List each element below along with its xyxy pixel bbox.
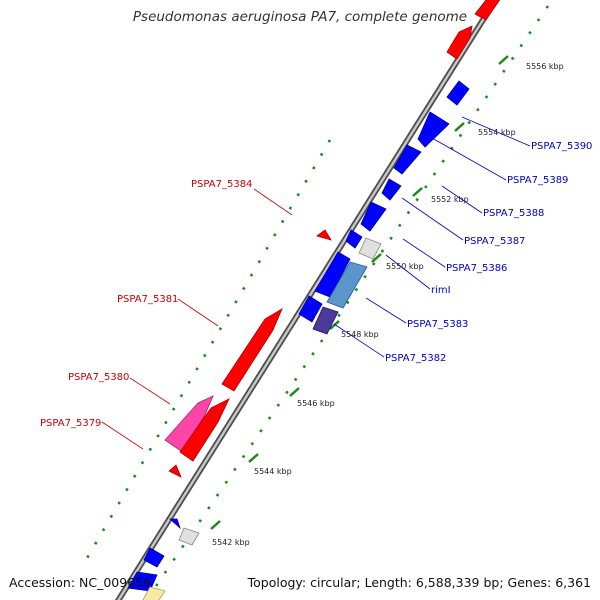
tick-label-5550: 5550 kbp [386,262,424,271]
cds-feature-pspa7-5380 [164,395,214,452]
tick-label-5544: 5544 kbp [254,467,292,476]
cds-feature-top-a [446,25,473,60]
cds-feature-pspa7-5388a [393,144,422,175]
topology-text: Topology: circular; Length: 6,588,339 bp… [247,575,591,590]
label-pspa7-5380[interactable]: PSPA7_5380 [68,372,129,383]
label-pspa7-5390[interactable]: PSPA7_5390 [531,141,592,152]
label-pspa7-5389[interactable]: PSPA7_5389 [507,175,568,186]
label-pspa7-5388[interactable]: PSPA7_5388 [483,208,544,219]
label-pspa7-5387[interactable]: PSPA7_5387 [464,236,525,247]
forward-strand-features [164,0,501,478]
cds-feature-top-b [474,0,501,21]
cds-feature-pspa7-5382 [312,306,339,335]
label-connectors [101,116,531,450]
cds-feature-pspa7-5386 [345,229,363,249]
label-pspa7-5381[interactable]: PSPA7_5381 [117,294,178,305]
tick-label-5556: 5556 kbp [526,62,564,71]
cds-feature-pspa7-5390 [446,80,470,106]
tick-label-5546: 5546 kbp [297,399,335,408]
cds-feature-pspa7-5384 [316,229,332,241]
cds-feature-pspa7-5381 [221,308,283,392]
cds-feature-pspa7-5383 [326,261,368,309]
tick-label-5542: 5542 kbp [212,538,250,547]
label-pspa7-5384[interactable]: PSPA7_5384 [191,179,252,190]
cds-feature-small-b [298,295,323,323]
reverse-strand-features [127,80,470,600]
tick-label-5552: 5552 kbp [431,195,469,204]
cds-feature-pspa7-5387 [360,201,387,232]
label-pspa7-5386[interactable]: PSPA7_5386 [446,263,507,274]
cds-feature-small-a [168,464,182,478]
outer-ruler-track [146,5,550,599]
cds-feature-pspa7-5389 [417,111,450,148]
tick-label-5548: 5548 kbp [341,330,379,339]
tick-marks [210,55,509,530]
cds-feature-bottom-yellow [142,586,166,600]
cds-feature-bottom-a [143,547,165,568]
genome-title: Pseudomonas aeruginosa PA7, complete gen… [132,9,468,25]
cds-feature-pspa7-5379 [179,398,230,462]
cds-feature-small-c [168,518,181,530]
label-rimi[interactable]: rimI [431,285,451,296]
accession-text: Accession: NC_009656 [9,575,152,590]
label-pspa7-5382[interactable]: PSPA7_5382 [385,353,446,364]
inner-ruler-track [84,139,332,561]
tick-label-5554: 5554 kbp [478,128,516,137]
cds-feature-grey-b [178,527,200,546]
cds-feature-pspa7-5388b [381,178,402,201]
label-pspa7-5379[interactable]: PSPA7_5379 [40,418,101,429]
cds-feature-rimi [358,237,382,260]
label-pspa7-5383[interactable]: PSPA7_5383 [407,319,468,330]
